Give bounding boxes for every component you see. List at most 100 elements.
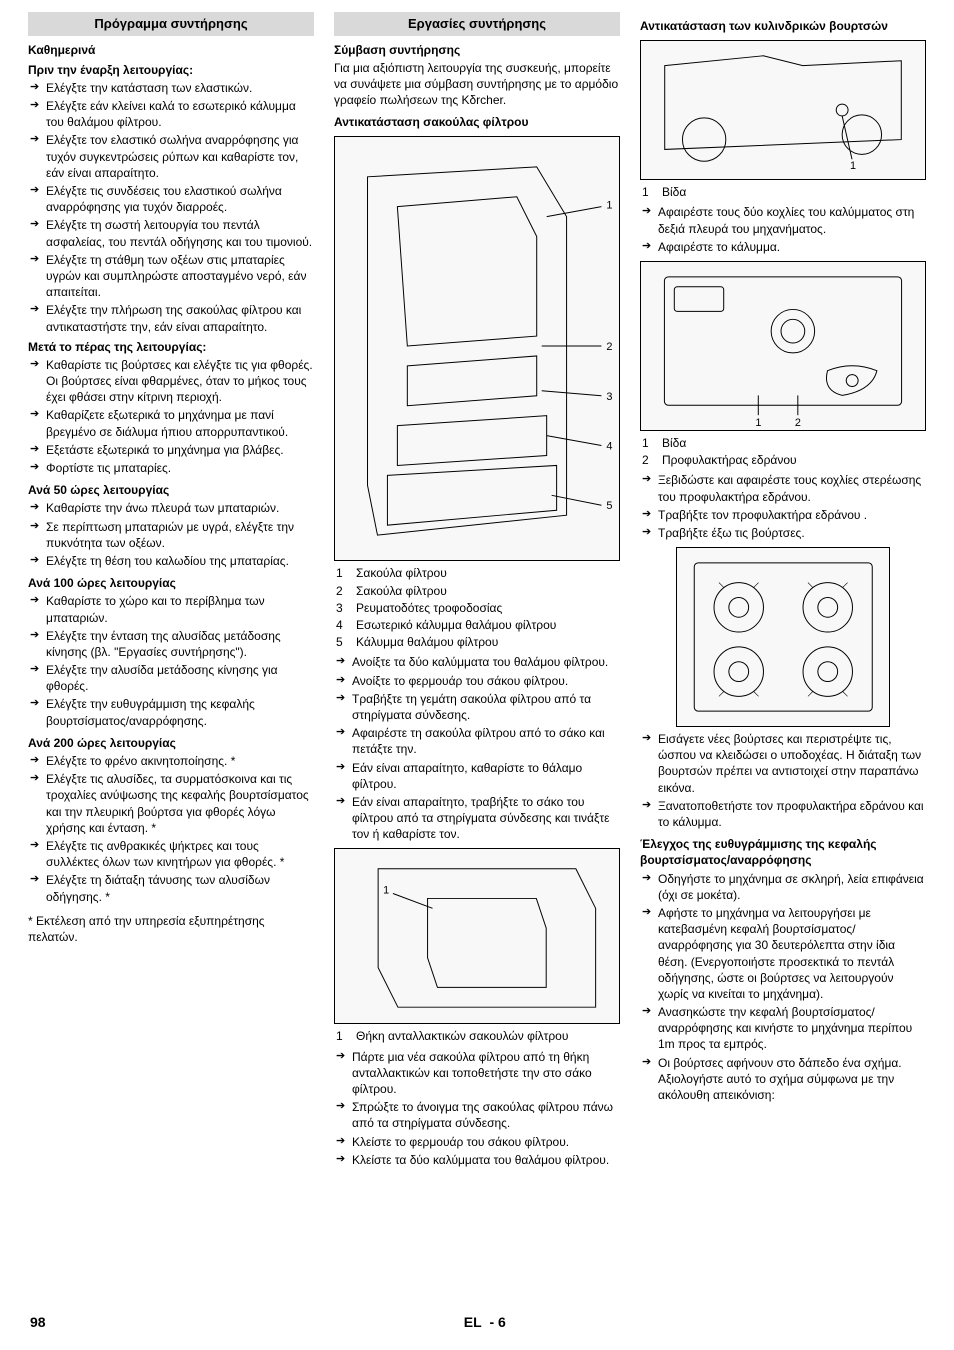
contract-heading: Σύμβαση συντήρησης — [334, 42, 620, 58]
list-item-continuation: Οι βούρτσες είναι φθαρμένες, όταν το μήκ… — [46, 373, 314, 405]
svg-text:2: 2 — [795, 417, 801, 429]
list-item: Ελέγξτε το φρένο ακινητοποίησης. * — [28, 753, 314, 769]
list-item: Εισάγετε νέες βούρτσες και περιστρέψτε τ… — [640, 731, 926, 796]
list-item: Ελέγξτε την αλυσίδα μετάδοσης κίνησης γι… — [28, 662, 314, 694]
list-item: Ανοίξτε τα δύο καλύμματα του θαλάμου φίλ… — [334, 654, 620, 670]
list-item: Σπρώξτε το άνοιγμα της σακούλας φίλτρου … — [334, 1099, 620, 1131]
svg-text:1: 1 — [850, 160, 856, 172]
filter-diagram-legend: 1Σακούλα φίλτρου 2Σακούλα φίλτρου 3Ρευμα… — [334, 565, 620, 650]
list-item: Ανοίξτε το φερμουάρ του σάκου φίλτρου. — [334, 673, 620, 689]
page-number-left: 98 — [30, 1313, 46, 1332]
list-item: Ανασηκώστε την κεφαλή βουρτσίσματος/ ανα… — [640, 1004, 926, 1053]
svg-text:3: 3 — [606, 391, 612, 403]
list-item: Ελέγξτε εάν κλείνει καλά το εσωτερικό κά… — [28, 98, 314, 130]
column-middle: Εργασίες συντήρησης Σύμβαση συντήρησης Γ… — [334, 12, 620, 1172]
list-item: Κλείστε τα δύο καλύμματα του θαλάμου φίλ… — [334, 1152, 620, 1168]
list-item-text: Καθαρίστε τις βούρτσες και ελέγξτε τις γ… — [46, 358, 313, 372]
legend-item: 5Κάλυμμα θαλάμου φίλτρου — [334, 634, 620, 650]
list-item: Αφαιρέστε τη σακούλα φίλτρου από το σάκο… — [334, 725, 620, 757]
legend-item: 2Σακούλα φίλτρου — [334, 583, 620, 599]
column-right: Αντικατάσταση των κυλινδρικών βουρτσών 1… — [640, 12, 926, 1172]
legend-item: 2Προφυλακτήρας εδράνου — [640, 452, 926, 468]
list-item: Καθαρίστε την άνω πλευρά των μπαταριών. — [28, 500, 314, 516]
spare-bag-legend: 1Θήκη ανταλλακτικών σακουλών φίλτρου — [334, 1028, 620, 1044]
bearing-guard-legend: 1Βίδα 2Προφυλακτήρας εδράνου — [640, 435, 926, 468]
list-item: Ελέγξτε τη θέση του καλωδίου της μπαταρί… — [28, 553, 314, 569]
service-footnote: * Εκτέλεση από την υπηρεσία εξυπηρέτησης… — [28, 913, 314, 945]
list-item: Καθαρίζετε εξωτερικά το μηχάνημα με πανί… — [28, 407, 314, 439]
list-item: Ελέγξτε τη διάταξη τάνυσης των αλυσίδων … — [28, 872, 314, 904]
list-item: Εάν είναι απαραίτητο, καθαρίστε το θάλαμ… — [334, 760, 620, 792]
list-item: Οι βούρτσες αφήνουν στο δάπεδο ένα σχήμα… — [640, 1055, 926, 1104]
machine-side-legend: 1Βίδα — [640, 184, 926, 200]
list-item: Οδηγήστε το μηχάνημα σε σκληρή, λεία επι… — [640, 871, 926, 903]
list-item: Ελέγξτε τις ανθρακικές ψήκτρες και τους … — [28, 838, 314, 870]
brush-steps-3: Εισάγετε νέες βούρτσες και περιστρέψτε τ… — [640, 731, 926, 830]
list-item: Αφαιρέστε τους δύο κοχλίες του καλύμματο… — [640, 204, 926, 236]
filter-bag-heading: Αντικατάσταση σακούλας φίλτρου — [334, 114, 620, 130]
maintenance-work-title: Εργασίες συντήρησης — [334, 12, 620, 36]
page-lang-center: EL - 6 — [464, 1313, 506, 1332]
legend-item: 1Σακούλα φίλτρου — [334, 565, 620, 581]
column-left: Πρόγραμμα συντήρησης Καθημερινά Πριν την… — [28, 12, 314, 1172]
maintenance-schedule-title: Πρόγραμμα συντήρησης — [28, 12, 314, 36]
list-item: Ελέγξτε τις συνδέσεις του ελαστικού σωλή… — [28, 183, 314, 215]
list-item: Τραβήξτε τον προφυλακτήρα εδράνου . — [640, 507, 926, 523]
list-item: Ελέγξτε την ευθυγράμμιση της κεφαλής βου… — [28, 696, 314, 728]
list-item: Ελέγξτε τις αλυσίδες, τα συρματόσκοινα κ… — [28, 771, 314, 836]
list-item: Ελέγξτε την πλήρωση της σακούλας φίλτρου… — [28, 302, 314, 334]
alignment-steps: Οδηγήστε το μηχάνημα σε σκληρή, λεία επι… — [640, 871, 926, 1104]
list-item: Ελέγξτε τη σωστή λειτουργία του πεντάλ α… — [28, 217, 314, 249]
machine-side-diagram: 1 — [640, 40, 926, 180]
bearing-guard-diagram: 1 2 — [640, 261, 926, 431]
svg-text:1: 1 — [606, 200, 612, 212]
svg-text:1: 1 — [383, 885, 389, 897]
after-operation-heading: Μετά το πέρας της λειτουργίας: — [28, 339, 314, 355]
list-item: Πάρτε μια νέα σακούλα φίλτρου από τη θήκ… — [334, 1049, 620, 1098]
list-item: Τραβήξτε τη γεμάτη σακούλα φίλτρου από τ… — [334, 691, 620, 723]
svg-text:4: 4 — [606, 441, 612, 453]
alignment-heading: Έλεγχος της ευθυγράμμισης της κεφαλής βο… — [640, 836, 926, 868]
contract-text: Για μια αξιόπιστη λειτουργία της συσκευή… — [334, 60, 620, 109]
svg-text:1: 1 — [755, 417, 761, 429]
list-item: Φορτίστε τις μπαταρίες. — [28, 460, 314, 476]
list-item: Κλείστε το φερμουάρ του σάκου φίλτρου. — [334, 1134, 620, 1150]
page-footer: 98 EL - 6 — [0, 1313, 954, 1332]
legend-item: 1Βίδα — [640, 435, 926, 451]
every-100h-heading: Ανά 100 ώρες λειτουργίας — [28, 575, 314, 591]
filter-steps-2: Πάρτε μια νέα σακούλα φίλτρου από τη θήκ… — [334, 1049, 620, 1168]
every-200h-list: Ελέγξτε το φρένο ακινητοποίησης. * Ελέγξ… — [28, 753, 314, 905]
brush-replace-heading: Αντικατάσταση των κυλινδρικών βουρτσών — [640, 18, 926, 34]
list-item: Ελέγξτε τον ελαστικό σωλήνα αναρρόφησης … — [28, 132, 314, 181]
list-item: Εάν είναι απαραίτητο, τραβήξτε το σάκο τ… — [334, 794, 620, 843]
list-item: Ελέγξτε την ένταση της αλυσίδας μετάδοση… — [28, 628, 314, 660]
filter-steps-1: Ανοίξτε τα δύο καλύμματα του θαλάμου φίλ… — [334, 654, 620, 842]
every-50h-heading: Ανά 50 ώρες λειτουργίας — [28, 482, 314, 498]
svg-text:5: 5 — [606, 501, 612, 513]
list-item: Αφαιρέστε το κάλυμμα. — [640, 239, 926, 255]
every-100h-list: Καθαρίστε το χώρο και το περίβλημα των μ… — [28, 593, 314, 729]
spare-bag-diagram: 1 — [334, 848, 620, 1024]
legend-item: 1Βίδα — [640, 184, 926, 200]
list-item: Ελέγξτε την κατάσταση των ελαστικών. — [28, 80, 314, 96]
filter-bag-diagram: 1 2 3 4 5 — [334, 136, 620, 561]
brush-steps-1: Αφαιρέστε τους δύο κοχλίες του καλύμματο… — [640, 204, 926, 255]
list-item: Αφήστε το μηχάνημα να λειτουργήσει με κα… — [640, 905, 926, 1002]
legend-item: 1Θήκη ανταλλακτικών σακουλών φίλτρου — [334, 1028, 620, 1044]
list-item: Ξανατοποθετήστε τον προφυλακτήρα εδράνου… — [640, 798, 926, 830]
list-item: Καθαρίστε τις βούρτσες και ελέγξτε τις γ… — [28, 357, 314, 406]
list-item: Ξεβιδώστε και αφαιρέστε τους κοχλίες στε… — [640, 472, 926, 504]
list-item: Τραβήξτε έξω τις βούρτσες. — [640, 525, 926, 541]
list-item: Σε περίπτωση μπαταριών με υγρά, ελέγξτε … — [28, 519, 314, 551]
list-item: Εξετάστε εξωτερικά το μηχάνημα για βλάβε… — [28, 442, 314, 458]
after-operation-list: Καθαρίστε τις βούρτσες και ελέγξτε τις γ… — [28, 357, 314, 476]
list-item: Καθαρίστε το χώρο και το περίβλημα των μ… — [28, 593, 314, 625]
before-start-heading: Πριν την έναρξη λειτουργίας: — [28, 62, 314, 78]
brushes-diagram — [676, 547, 891, 727]
list-item: Ελέγξτε τη στάθμη των οξέων στις μπαταρί… — [28, 252, 314, 301]
every-50h-list: Καθαρίστε την άνω πλευρά των μπαταριών. … — [28, 500, 314, 569]
every-200h-heading: Ανά 200 ώρες λειτουργίας — [28, 735, 314, 751]
svg-text:2: 2 — [606, 341, 612, 353]
legend-item: 4Εσωτερικό κάλυμμα θαλάμου φίλτρου — [334, 617, 620, 633]
brush-steps-2: Ξεβιδώστε και αφαιρέστε τους κοχλίες στε… — [640, 472, 926, 541]
